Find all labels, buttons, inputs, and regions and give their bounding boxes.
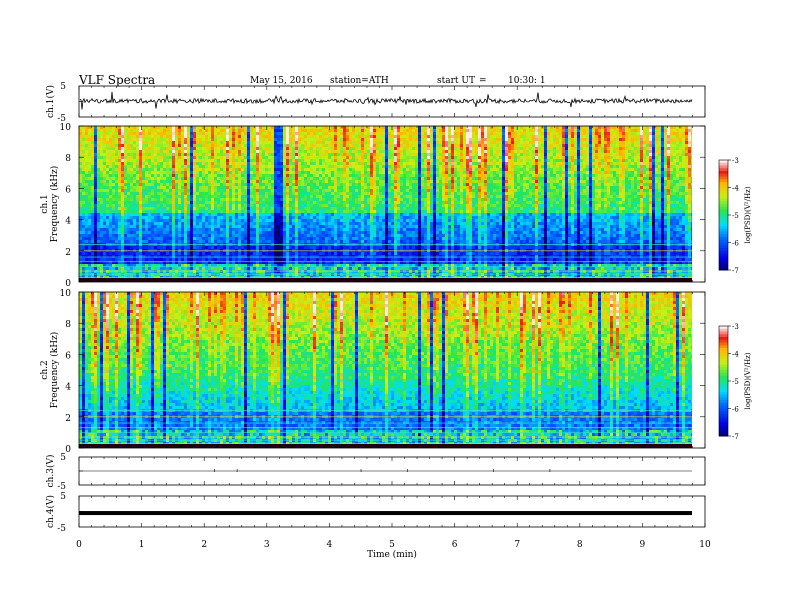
ch1-ylabel-frequency: Frequency (kHz) — [49, 166, 60, 243]
ch2-ylabel-frequency: Frequency (kHz) — [49, 332, 60, 409]
ch2-colorbar-label: log(PSD)(V²/Hz) — [744, 352, 752, 409]
ch1-waveform-line — [80, 92, 692, 110]
ch1-freq-tick-label: 0 — [65, 279, 71, 289]
ch1-freq-tick-label: 6 — [65, 185, 71, 195]
ch1-freq-tick-label: 8 — [65, 154, 71, 164]
ch4-ylabel: ch.4(V) — [45, 495, 56, 528]
ch1-colorbar-tick: -4 — [732, 185, 739, 193]
ch2-colorbar-tick: -6 — [732, 406, 739, 414]
x-tick-label: 8 — [577, 540, 583, 550]
ch4-ytick-top: 5 — [60, 492, 66, 502]
x-tick-label: 10 — [699, 540, 711, 550]
ch2-colorbar-tick: -7 — [732, 433, 739, 441]
ch2-freq-tick-label: 8 — [65, 320, 71, 330]
ch1-spectrogram-image — [79, 126, 705, 282]
ch2-freq-tick-label: 10 — [60, 289, 72, 299]
ch2-freq-tick-label: 4 — [65, 383, 71, 393]
ch1-colorbar-tick: -7 — [732, 267, 739, 275]
ch1-colorbar-tick: -6 — [732, 240, 739, 248]
ch1-colorbar-tick: -5 — [732, 212, 739, 220]
x-tick-label: 2 — [201, 540, 207, 550]
ch1-freq-tick-label: 4 — [65, 217, 71, 227]
ch2-freq-tick-label: 2 — [65, 414, 71, 424]
x-tick-label: 4 — [327, 540, 333, 550]
ch2-colorbar-tick: -3 — [732, 323, 739, 331]
x-tick-label: 5 — [389, 540, 395, 550]
ch1-freq-tick-label: 10 — [60, 123, 72, 133]
ch2-colorbar — [719, 326, 731, 437]
ch1-freq-tick-label: 2 — [65, 248, 71, 258]
x-axis-label: Time (min) — [367, 549, 417, 560]
x-tick-label: 7 — [514, 540, 520, 550]
ch1-ylabel: ch.1(V) — [45, 85, 56, 118]
ch1-ylabel-channel: ch.1 — [40, 194, 50, 213]
ch1-colorbar-tick: -3 — [732, 157, 739, 165]
ch3-ytick-bottom: -5 — [57, 482, 66, 492]
ch2-ylabel-channel: ch.2 — [40, 360, 50, 379]
ch4-ytick-bottom: -5 — [57, 524, 66, 534]
ch1-ytick-top: 5 — [60, 82, 66, 92]
vlf-figure: 5-5ch.1(V)5-5ch.3(V)5-5ch.4(V)0246810ch.… — [0, 0, 792, 612]
x-tick-label: 9 — [640, 540, 646, 550]
ch2-colorbar-tick: -4 — [732, 351, 739, 359]
x-tick-label: 6 — [452, 540, 458, 550]
ch2-freq-tick-label: 0 — [65, 445, 71, 455]
ch4-waveform-band — [79, 511, 692, 515]
ch2-spectrogram-image — [79, 292, 705, 448]
ch1-colorbar-label: log(PSD)(V²/Hz) — [744, 186, 752, 243]
ch2-freq-tick-label: 6 — [65, 351, 71, 361]
ch1-colorbar — [719, 160, 731, 271]
ch3-ylabel: ch.3(V) — [45, 455, 56, 488]
x-tick-label: 1 — [139, 540, 145, 550]
x-tick-label: 0 — [76, 540, 82, 550]
ch2-colorbar-tick: -5 — [732, 378, 739, 386]
x-tick-label: 3 — [264, 540, 270, 550]
